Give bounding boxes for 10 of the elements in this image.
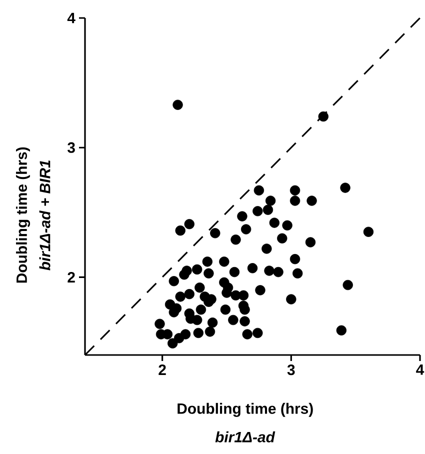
text: bir1Δ-ad (215, 431, 276, 442)
y-axis-title: Doubling time (hrs) (16, 147, 30, 283)
y-tick-label: 4 (67, 12, 76, 24)
y-tick-label: 2 (68, 272, 75, 282)
x-tick-label: 3 (287, 364, 295, 376)
x-tick-label: 2 (158, 364, 166, 375)
text: bir1Δ-ad + BIR1 (39, 160, 50, 270)
y-tick-label: 3 (68, 142, 75, 153)
x-tick-label: 4 (416, 364, 424, 375)
x-axis-title: Doubling time (hrs) (178, 402, 313, 417)
